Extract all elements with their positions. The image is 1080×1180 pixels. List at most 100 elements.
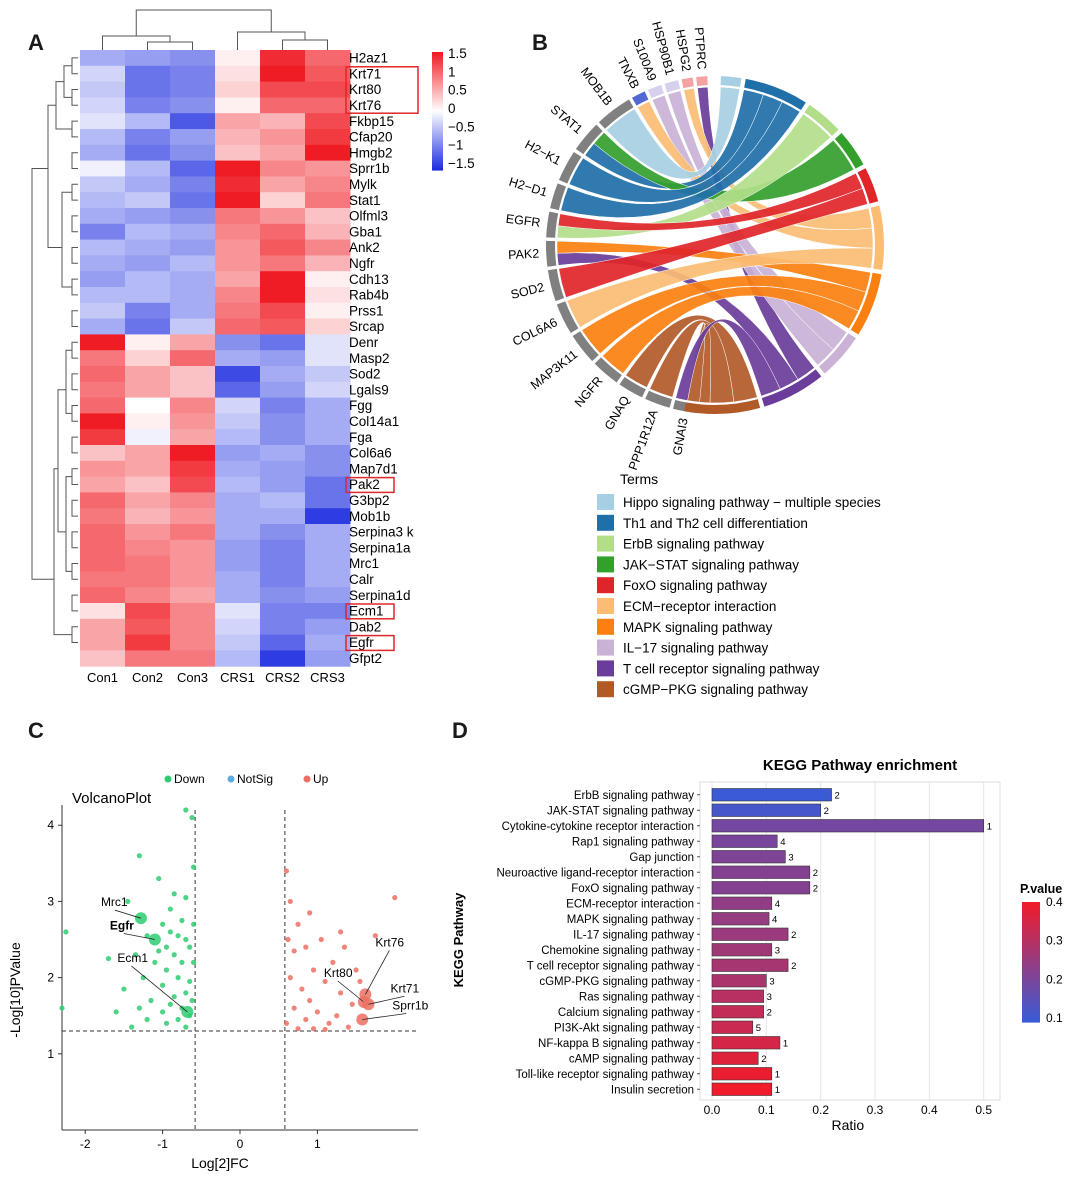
chord-ribbon: [566, 247, 874, 328]
kegg-legend-gradient-step: [1022, 998, 1040, 1002]
heatmap-cell: [305, 160, 351, 177]
kegg-legend-gradient-step: [1022, 911, 1040, 915]
heatmap-row-label: Egfr: [349, 635, 374, 650]
dendrogram-branch: [71, 499, 78, 517]
heatmap-cell: [125, 350, 171, 367]
dendrogram-branch: [71, 594, 78, 612]
dendrogram-branch: [135, 9, 272, 36]
heatmap-cell: [305, 176, 351, 193]
kegg-legend-gradient-step: [1022, 923, 1040, 927]
heatmap-cell: [80, 508, 126, 525]
colorbar-step: [432, 128, 443, 132]
heatmap-cell: [260, 302, 306, 320]
kegg-legend-gradient-step: [1022, 905, 1040, 909]
heatmap-cell: [305, 555, 351, 572]
heatmap-cell: [305, 192, 351, 209]
heatmap-cell: [170, 508, 216, 525]
heatmap-cell: [170, 113, 216, 130]
colorbar-step: [432, 81, 443, 85]
colorbar-step: [432, 85, 443, 88]
kegg-bar: [711, 974, 767, 988]
volcano-point-down: [187, 944, 193, 950]
kegg-bar: [711, 1020, 754, 1034]
volcano-point-down: [179, 959, 185, 965]
heatmap-cell: [215, 366, 261, 383]
heatmap-cell: [305, 381, 351, 399]
colorbar-step: [432, 164, 443, 167]
heatmap-cell: [260, 255, 306, 272]
heatmap-cell: [125, 287, 171, 304]
heatmap-cell: [260, 650, 306, 667]
chord-legend-swatch: [597, 556, 614, 573]
heatmap-row-label: Serpina1a: [349, 540, 411, 555]
heatmap-cell: [170, 445, 216, 462]
highlight-box: [345, 634, 395, 652]
chord-gene-sector: [664, 80, 681, 93]
volcano-point-down: [190, 921, 197, 927]
volcano-point-down: [190, 864, 197, 870]
heatmap-cell: [125, 650, 171, 667]
heatmap-cell: [80, 350, 126, 367]
colorbar-step: [432, 103, 443, 106]
volcano-point-down: [183, 895, 189, 901]
volcano-point-down: [163, 944, 170, 950]
kegg-count-label: 3: [767, 992, 772, 1003]
volcano-point-down: [129, 1024, 135, 1030]
heatmap-cell: [170, 429, 216, 446]
colorbar-step: [432, 148, 443, 151]
kegg-bar: [711, 881, 811, 895]
kegg-legend-tick: 0.4: [1046, 895, 1063, 909]
kegg-legend-gradient-step: [1022, 989, 1040, 993]
colorbar-step: [432, 112, 443, 116]
colorbar-step: [432, 124, 443, 128]
heatmap-cell: [305, 350, 351, 367]
heatmap-cell: [260, 81, 306, 98]
heatmap-cell: [170, 334, 216, 351]
heatmap-cell: [215, 381, 261, 399]
chord-gene-sector: [546, 240, 557, 267]
heatmap-cell: [170, 397, 216, 414]
kegg-bar: [711, 943, 773, 957]
heatmap-cell: [170, 413, 216, 430]
heatmap-cell: [80, 571, 126, 588]
heatmap-cell: [125, 97, 171, 114]
volcano-point-up: [310, 1026, 317, 1032]
kegg-legend-gradient-step: [1022, 944, 1040, 948]
chord-term-sector: [870, 205, 885, 270]
heatmap-cell: [80, 302, 126, 320]
heatmap-cell: [80, 318, 126, 335]
volcano-point-up: [307, 910, 313, 916]
heatmap-cell: [260, 397, 306, 414]
heatmap-cell: [260, 571, 306, 588]
heatmap-cell: [260, 208, 306, 225]
kegg-legend-gradient-step: [1022, 1019, 1040, 1023]
highlight-box: [345, 603, 395, 620]
volcano-point-up: [349, 1001, 355, 1007]
heatmap-cell: [125, 366, 171, 383]
chord-legend-swatch: [597, 681, 614, 698]
heatmap-cell: [80, 603, 126, 620]
heatmap-cell: [80, 381, 126, 399]
heatmap-cell: [260, 50, 306, 67]
heatmap-cell: [170, 129, 216, 146]
heatmap-cell: [215, 65, 261, 83]
kegg-legend-gradient-step: [1022, 983, 1040, 987]
heatmap-cell: [215, 129, 261, 146]
chord-gene-label: GNAI3: [670, 417, 690, 456]
kegg-category-label: Rap1 signaling pathway: [572, 836, 694, 848]
heatmap-cell: [80, 587, 126, 604]
dendrogram-branch: [65, 476, 72, 572]
volcano-point-down: [160, 1009, 166, 1015]
heatmap-cell: [260, 160, 306, 177]
colorbar-tick-label: 1: [448, 64, 456, 79]
heatmap-cell: [260, 129, 306, 146]
chord-ribbon: [557, 172, 863, 231]
heatmap-cell: [305, 271, 351, 288]
colorbar-step: [432, 61, 443, 65]
chord-term-sector: [850, 272, 882, 335]
kegg-x-label: Ratio: [832, 1117, 865, 1133]
colorbar-step: [432, 101, 443, 104]
kegg-legend-tick: 0.2: [1046, 972, 1063, 986]
volcano-point-down: [136, 1005, 142, 1011]
